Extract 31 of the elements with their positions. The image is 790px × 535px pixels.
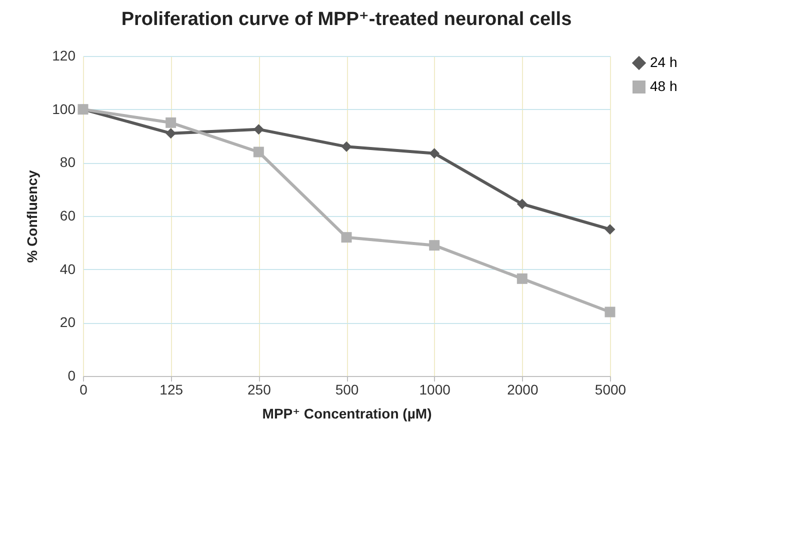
point [604, 306, 616, 318]
y-tick-label: 40 [60, 260, 76, 277]
y-tick-label: 120 [52, 48, 76, 64]
x-tick-label: 5000 [594, 382, 626, 398]
point [429, 240, 440, 251]
point [341, 232, 352, 243]
point [341, 141, 352, 152]
y-axis-title: % Confluency [24, 170, 40, 263]
point [166, 117, 176, 128]
point [429, 148, 440, 159]
y-tick-label: 60 [60, 208, 76, 224]
x-axis-title: MPP⁺ Concentration (µM) [262, 406, 432, 422]
y-tick-label: 80 [60, 154, 76, 170]
y-tick-label: 0 [68, 368, 76, 384]
point [166, 128, 176, 139]
legend-label: 24 h [650, 54, 678, 70]
point [516, 273, 528, 284]
y-tick-label: 100 [52, 100, 76, 117]
x-tick-label: 2000 [507, 382, 538, 398]
y-tick-label: 20 [60, 314, 76, 330]
point [516, 198, 528, 210]
point [604, 224, 616, 235]
x-tick-label: 0 [80, 382, 88, 398]
x-tick-label: 1000 [419, 382, 451, 398]
point [253, 124, 264, 135]
point [253, 146, 264, 158]
x-tick-label: 500 [335, 382, 359, 398]
x-tick-label: 250 [247, 382, 272, 398]
legend-label: 48 h [650, 78, 678, 94]
chart-title: Proliferation curve of MPP⁺-treated neuronal cells [121, 9, 572, 30]
x-tick-label: 125 [160, 382, 184, 398]
